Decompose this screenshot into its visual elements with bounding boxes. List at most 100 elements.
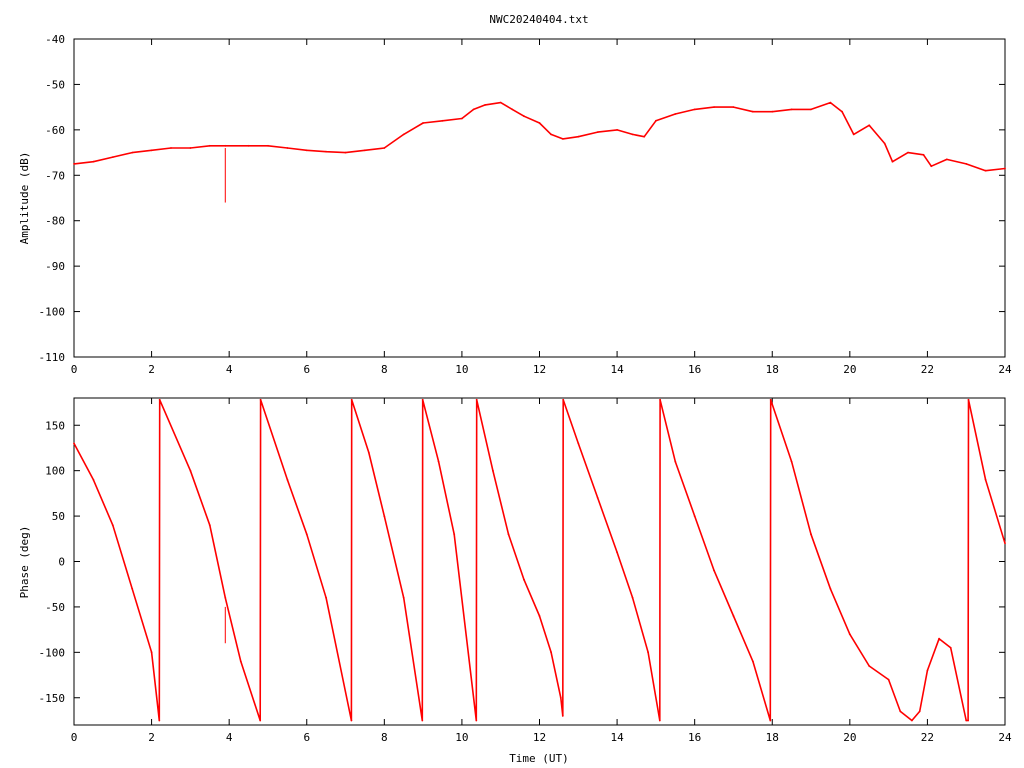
amplitude-y-tick-label: -110 [39, 351, 66, 364]
phase-data-point [367, 451, 370, 454]
phase-x-tick-label: 4 [226, 731, 233, 744]
amplitude-data-point [771, 110, 774, 113]
amplitude-data-point [150, 149, 153, 152]
amplitude-panel: 0 2 4 6 8 10 12 14 16 18 20 22 24 -110-100-90-80-70-… [18, 33, 1012, 376]
amplitude-x-tick-label: 2 [148, 363, 155, 376]
phase-data-point [1004, 542, 1006, 545]
phase-data-point [659, 398, 661, 401]
phase-x-tick-label: 12 [533, 731, 546, 744]
phase-data-point [453, 533, 456, 536]
phase-data-point [984, 478, 987, 481]
amplitude-y-tick-label: -100 [39, 306, 66, 319]
phase-data-point [92, 478, 95, 481]
phase-data-point [561, 715, 564, 717]
amplitude-data-point [484, 104, 487, 106]
amplitude-x-tick-label: 8 [381, 363, 388, 376]
chart-title: NWC20240404.txt [489, 13, 588, 26]
amplitude-data-point [693, 108, 696, 111]
phase-data-point [208, 524, 211, 527]
phase-y-tick-label: 100 [45, 465, 65, 478]
amplitude-data-point [732, 106, 735, 108]
amplitude-data-point [829, 101, 832, 104]
phase-x-tick-label: 18 [766, 731, 779, 744]
amplitude-y-tick-label: -80 [45, 215, 65, 228]
amplitude-x-tick-label: 20 [843, 363, 856, 376]
phase-x-tick-label: 10 [455, 731, 468, 744]
phase-y-tick-label: 50 [52, 510, 65, 523]
amplitude-data-point [984, 169, 987, 172]
phase-data-point [550, 651, 552, 654]
phase-data-point [437, 460, 440, 463]
amplitude-data-point [247, 144, 250, 147]
phase-data-point [790, 460, 793, 463]
amplitude-data-point [810, 108, 812, 111]
amplitude-data-point [643, 135, 646, 138]
amplitude-data-point [511, 108, 514, 111]
amplitude-data-point [499, 101, 502, 104]
amplitude-y-tick-labels: -110 -100 -90 -80 -70 -60 -50 -40 [39, 33, 66, 364]
phase-x-tick-label: 20 [843, 731, 856, 744]
phase-y-axis-title: Phase (deg) [18, 526, 31, 599]
amplitude-data-point [472, 108, 475, 111]
phase-data-point [402, 596, 405, 599]
phase-data-point [810, 533, 812, 536]
amplitude-data-point [208, 144, 211, 147]
phase-data-point [967, 719, 969, 722]
amplitude-data-point [170, 147, 172, 149]
amplitude-data-point [752, 110, 754, 113]
amplitude-data-point [550, 133, 552, 136]
amplitude-data-point [286, 147, 289, 149]
phase-x-tick-label: 14 [610, 731, 624, 744]
amplitude-x-tick-label: 18 [766, 363, 779, 376]
phase-data-point [158, 398, 161, 401]
amplitude-data-point [852, 133, 855, 136]
phase-x-axis-title: Time (UT) [509, 752, 569, 765]
phase-data-point [899, 710, 902, 713]
amplitude-x-tick-label: 4 [226, 363, 233, 376]
phase-x-tick-label: 24 [998, 731, 1012, 744]
phase-data-point [73, 442, 75, 445]
phase-data-point [259, 398, 262, 401]
phase-data-point [631, 596, 634, 599]
phase-x-tick-label: 8 [381, 731, 388, 744]
amplitude-data-point [616, 129, 618, 131]
phase-data-point [350, 719, 353, 722]
amplitude-data-point [631, 133, 634, 136]
phase-data-point [596, 497, 599, 499]
amplitude-data-point [922, 153, 925, 156]
phase-data-point [926, 669, 929, 672]
amplitude-x-tick-label: 24 [998, 363, 1012, 376]
phase-y-tick-label: -100 [39, 646, 66, 659]
phase-x-tick-label: 22 [921, 731, 934, 744]
phase-data-point [259, 719, 262, 722]
phase-x-tick-label: 2 [148, 731, 155, 744]
phase-data-point [150, 651, 153, 654]
phase-data-point [911, 719, 913, 722]
phase-data-point [131, 587, 134, 590]
phase-series [73, 398, 1006, 722]
amplitude-x-tick-label: 14 [610, 363, 624, 376]
amplitude-data-point [1004, 167, 1006, 170]
phase-x-tick-labels: 0 2 4 6 8 10 12 14 16 18 20 22 24 [71, 731, 1012, 744]
amplitude-data-point [891, 160, 894, 163]
amplitude-data-point [907, 151, 909, 154]
amplitude-data-point [461, 117, 463, 120]
phase-data-point [693, 515, 696, 517]
phase-data-point [658, 719, 661, 722]
amplitude-data-point [111, 156, 114, 159]
amplitude-y-tick-label: -70 [45, 169, 65, 182]
amplitude-data-point [868, 124, 871, 127]
amplitude-ticks [73, 38, 1006, 358]
phase-data-point [829, 587, 832, 590]
phase-data-point [475, 719, 478, 722]
phase-data-point [965, 719, 968, 722]
amplitude-data-point [577, 135, 580, 138]
amplitude-y-tick-label: -40 [45, 33, 65, 46]
phase-data-point [559, 696, 562, 699]
phase-data-point [647, 651, 649, 654]
phase-data-point [577, 442, 580, 445]
phase-data-point [224, 596, 227, 599]
phase-data-point [918, 710, 921, 713]
amplitude-y-tick-label: -90 [45, 260, 65, 273]
